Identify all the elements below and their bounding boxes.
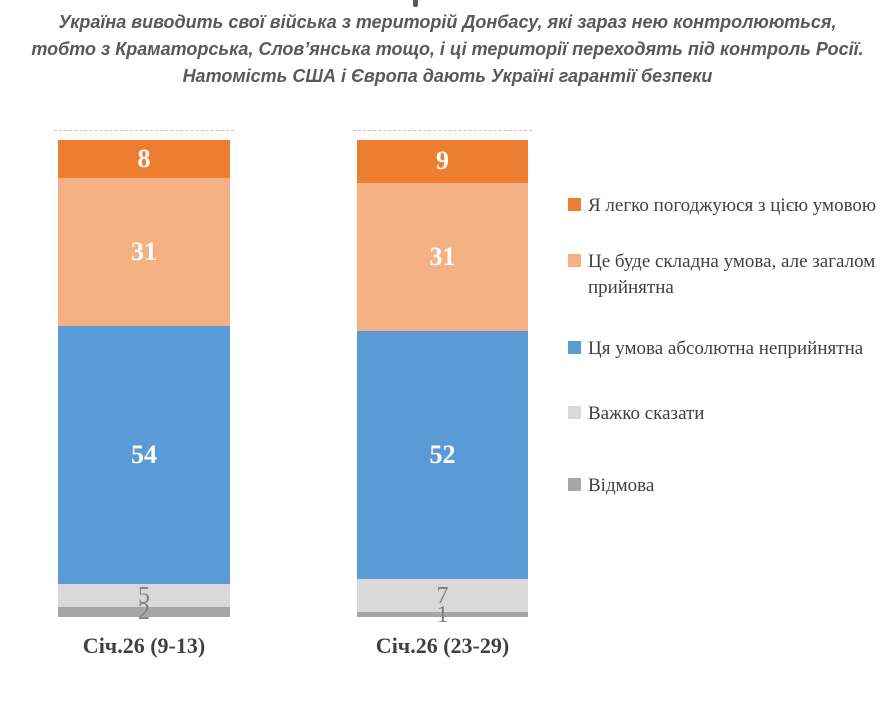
chart-title-line-2: тобто з Краматорська, Слов’янська тощо, …: [31, 39, 864, 59]
segment-value-label: 8: [137, 144, 151, 174]
legend-item: Я легко погоджуюся з цією умовою: [563, 193, 888, 219]
bar-segment: 31: [58, 178, 230, 327]
legend-item: Відмова: [563, 473, 888, 499]
category-axis-label: Січ.26 (9-13): [82, 633, 206, 658]
legend-swatch-icon: [568, 341, 581, 354]
legend-label: Це буде складна умова, але загалом прийн…: [588, 251, 876, 298]
cropped-text-remnant: [413, 0, 418, 7]
segment-value-label: 31: [429, 241, 456, 271]
bar-segment: 8: [58, 140, 230, 179]
category-axis-label: Січ.26 (23-29): [375, 633, 510, 658]
bar-segment: 9: [357, 140, 528, 183]
legend-item: Ця умова абсолютна неприйнятна: [563, 336, 888, 362]
chart-title-line-1: Україна виводить свої війська з територі…: [58, 12, 837, 32]
legend-item: Важко сказати: [563, 401, 888, 427]
legend-swatch-icon: [568, 254, 581, 267]
segment-value-label: 7: [436, 582, 449, 609]
legend-label: Важко сказати: [588, 403, 705, 424]
legend-label: Відмова: [588, 475, 655, 496]
bar-1: 8 31 54 5 2: [54, 130, 234, 625]
segment-value-label: 5: [138, 582, 150, 609]
chart-legend: Я легко погоджуюся з цією умовою Це буде …: [563, 0, 888, 727]
bar-2: 9 31 52 7 1: [353, 130, 532, 628]
legend-label: Я легко погоджуюся з цією умовою: [588, 195, 877, 216]
segment-value-label: 31: [131, 237, 157, 267]
legend-item: Це буде складна умова, але загалом прийн…: [563, 249, 888, 301]
bar-segment: 54: [58, 326, 230, 584]
segment-value-label: 52: [429, 439, 456, 469]
legend-label: Ця умова абсолютна неприйнятна: [588, 338, 864, 359]
bar-segment: 31: [357, 182, 528, 331]
legend-swatch-icon: [568, 478, 581, 491]
chart-title: Україна виводить свої війська з територі…: [0, 9, 895, 90]
legend-swatch-icon: [568, 198, 581, 211]
bar-segment: 2: [58, 599, 230, 625]
chart-title-line-3: Натомість США і Європа дають Україні гар…: [182, 66, 713, 86]
segment-value-label: 54: [131, 439, 157, 469]
bar-segment: 52: [357, 330, 528, 579]
bar-segment: 1: [357, 602, 528, 628]
bar-segment: 7: [357, 578, 528, 613]
legend-swatch-icon: [568, 406, 581, 419]
bar-segment: 5: [58, 582, 230, 609]
segment-value-label: 9: [436, 146, 449, 176]
